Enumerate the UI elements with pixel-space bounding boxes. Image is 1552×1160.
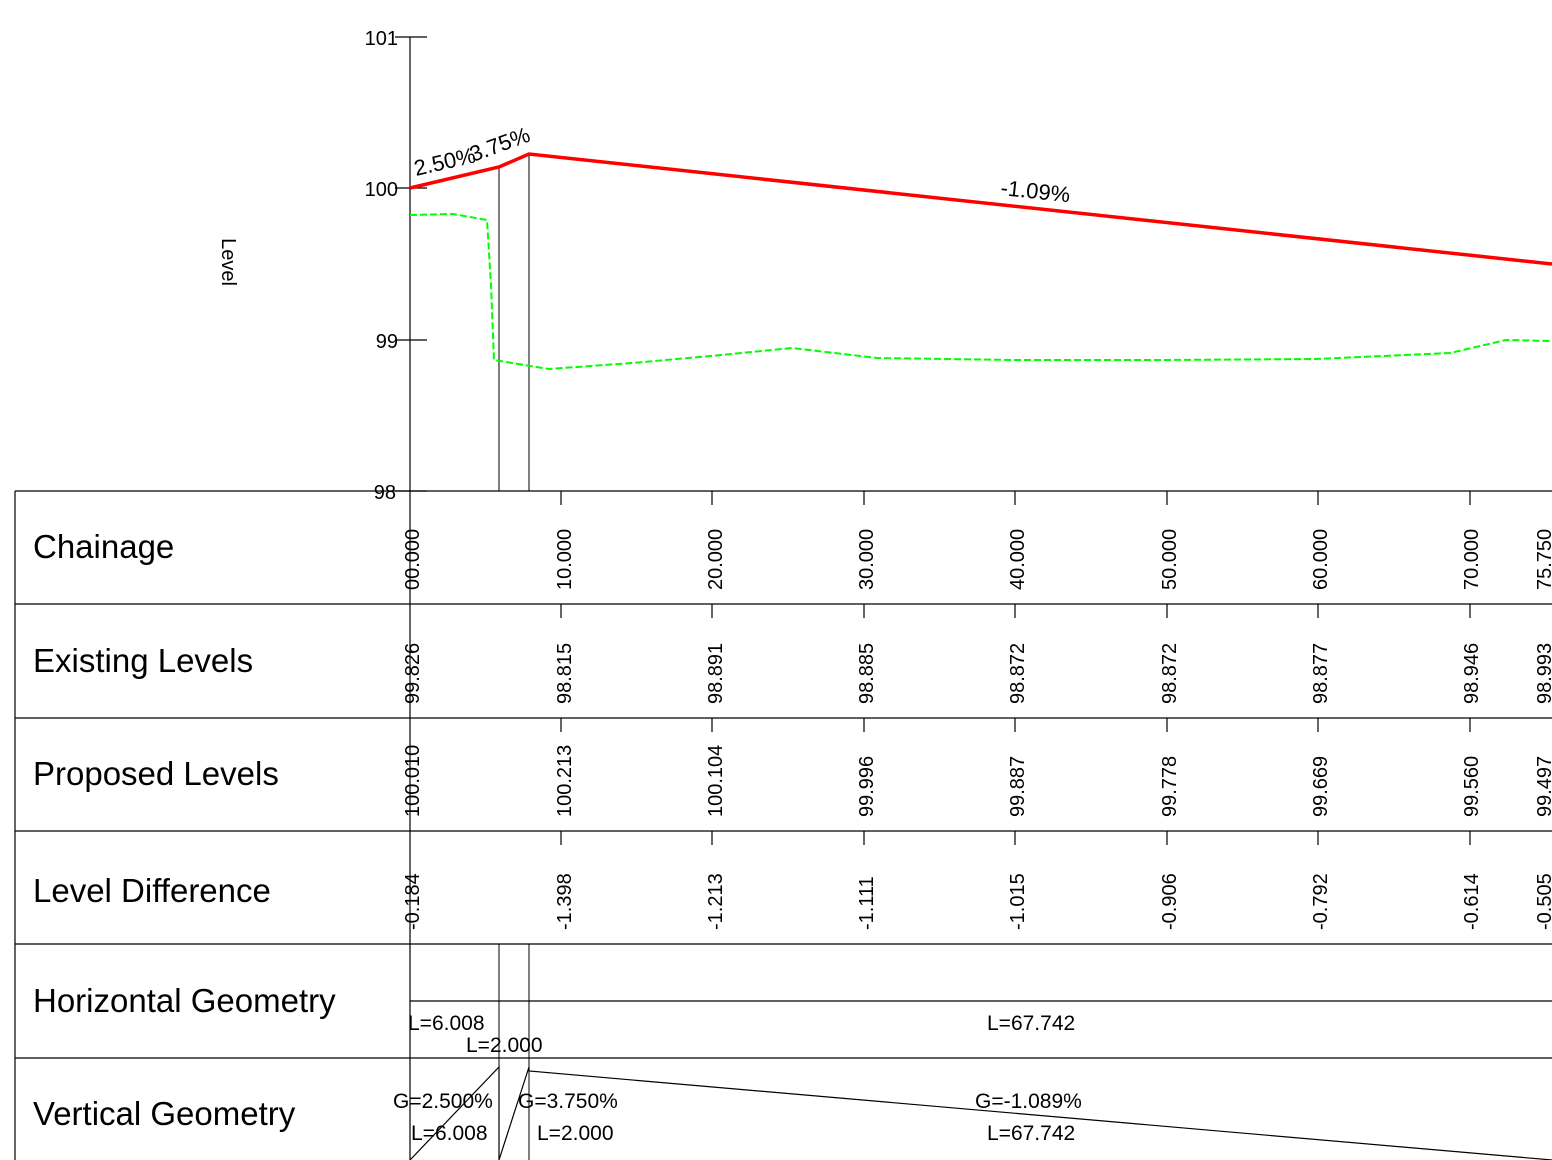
chainage-value: 40.000 xyxy=(1007,529,1029,590)
hgeom-length-label: L=6.008 xyxy=(408,1012,485,1035)
chainage-value: 75.750 xyxy=(1534,529,1552,590)
hgeom-length-label: L=67.742 xyxy=(987,1012,1075,1035)
chainage-value: 00.000 xyxy=(402,529,424,590)
level-difference-value: -0.184 xyxy=(402,873,424,930)
chainage-value: 70.000 xyxy=(1461,529,1483,590)
level-difference-value: -1.213 xyxy=(705,873,727,930)
row-title-existing-levels: Existing Levels xyxy=(33,642,253,679)
y-tick-label: 98 xyxy=(374,482,396,504)
table-values: 00.000 10.000 20.000 30.000 40.000 50.000 60.0… xyxy=(402,529,1552,930)
proposed-level-value: 100.104 xyxy=(705,745,727,817)
y-axis xyxy=(395,36,427,1160)
grade-label: 3.75% xyxy=(466,122,533,167)
grade-label: -1.09% xyxy=(999,175,1071,207)
existing-level-value: 98.993 xyxy=(1534,643,1552,704)
vertical-geometry-line xyxy=(409,1065,1552,1160)
y-tick-label: 101 xyxy=(365,28,398,50)
chainage-value: 50.000 xyxy=(1159,529,1181,590)
proposed-level-line xyxy=(409,152,1552,266)
table-ticks xyxy=(560,491,1471,845)
level-difference-value: -1.015 xyxy=(1007,873,1029,930)
level-difference-value: -1.111 xyxy=(856,876,878,930)
chainage-value: 30.000 xyxy=(856,529,878,590)
existing-level-value: 98.946 xyxy=(1461,643,1483,704)
ip-lines xyxy=(498,154,530,1160)
existing-level-value: 98.885 xyxy=(856,643,878,704)
chainage-value: 60.000 xyxy=(1310,529,1332,590)
proposed-level-value: 100.213 xyxy=(554,745,576,817)
table-grid xyxy=(14,490,1552,1160)
existing-level-value: 98.872 xyxy=(1007,643,1029,704)
proposed-level-value: 99.497 xyxy=(1534,756,1552,817)
level-difference-value: -0.505 xyxy=(1534,873,1552,930)
chainage-value: 10.000 xyxy=(554,529,576,590)
proposed-level-value: 99.887 xyxy=(1007,756,1029,817)
vgeom-grade-label: G=2.500% xyxy=(393,1090,493,1113)
level-difference-value: -0.906 xyxy=(1159,873,1181,930)
vgeom-length-label: L=6.008 xyxy=(411,1122,488,1145)
existing-ground-line xyxy=(409,212,1552,371)
y-axis-label: Level xyxy=(217,238,239,286)
row-title-level-difference: Level Difference xyxy=(33,872,271,909)
row-title-vertical-geometry: Vertical Geometry xyxy=(33,1095,296,1132)
existing-level-value: 98.872 xyxy=(1159,643,1181,704)
vgeom-grade-label: G=-1.089% xyxy=(975,1090,1082,1113)
level-difference-value: -1.398 xyxy=(554,873,576,930)
row-title-horizontal-geometry: Horizontal Geometry xyxy=(33,982,336,1019)
proposed-level-value: 99.996 xyxy=(856,756,878,817)
y-tick-label: 100 xyxy=(365,179,398,201)
proposed-level-value: 100.010 xyxy=(402,745,424,817)
level-difference-value: -0.614 xyxy=(1461,873,1483,930)
level-difference-value: -0.792 xyxy=(1310,873,1332,930)
existing-level-value: 98.891 xyxy=(705,643,727,704)
existing-level-value: 98.877 xyxy=(1310,643,1332,704)
vgeom-length-label: L=67.742 xyxy=(987,1122,1075,1145)
row-title-proposed-levels: Proposed Levels xyxy=(33,755,279,792)
hgeom-length-label: L=2.000 xyxy=(466,1034,543,1057)
chainage-value: 20.000 xyxy=(705,529,727,590)
existing-level-value: 98.815 xyxy=(554,643,576,704)
proposed-level-value: 99.778 xyxy=(1159,756,1181,817)
existing-level-value: 99.826 xyxy=(402,643,424,704)
y-tick-label: 99 xyxy=(376,331,398,353)
proposed-level-value: 99.560 xyxy=(1461,756,1483,817)
row-title-chainage: Chainage xyxy=(33,528,174,565)
vgeom-length-label: L=2.000 xyxy=(537,1122,614,1145)
vgeom-grade-label: G=3.750% xyxy=(518,1090,618,1113)
proposed-level-value: 99.669 xyxy=(1310,756,1332,817)
